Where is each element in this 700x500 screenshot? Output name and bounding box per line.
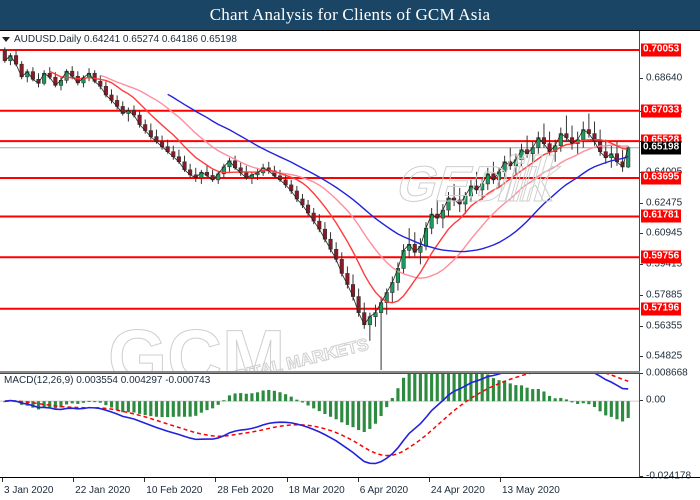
macd-line: [4, 374, 629, 465]
date-axis-label: 24 Apr 2020: [430, 485, 485, 496]
level-price-label[interactable]: 0.67033: [641, 104, 682, 118]
close-trace-line: [4, 54, 629, 326]
chart-frame: GCM ASIA CAPITAL MARKETS GEDİK AUDUSD.Da…: [0, 30, 700, 500]
macd-axis-label: 0.00: [646, 394, 666, 406]
date-axis-label: 18 Mar 2020: [288, 485, 345, 496]
date-tick: [144, 478, 146, 482]
ma-mid-line: [100, 74, 629, 279]
price-axis-label: 0.62475: [646, 197, 683, 208]
price-axis-label: 0.57885: [646, 289, 683, 301]
price-chart-canvas: [0, 47, 639, 370]
level-price-label[interactable]: 0.59756: [641, 250, 682, 264]
macd-axis-label: -0.024178: [646, 470, 692, 482]
date-tick: [428, 478, 430, 482]
date-tick: [2, 478, 3, 482]
date-axis[interactable]: 3 Jan 2020 22 Jan 2020 10 Feb 2020 28 Feb 2…: [0, 477, 700, 500]
axis-tick: [640, 233, 643, 235]
price-axis-label: 0.68640: [646, 72, 683, 84]
axis-tick: [640, 400, 643, 402]
date-axis-label: 10 Feb 2020: [146, 485, 203, 496]
price-pane[interactable]: GCM ASIA CAPITAL MARKETS GEDİK AUDUSD.Da…: [0, 31, 640, 371]
date-axis-label: 6 Apr 2020: [359, 485, 409, 496]
level-price-label[interactable]: 0.57196: [641, 302, 682, 316]
date-tick: [286, 478, 288, 482]
candlestick-series: [2, 47, 631, 370]
page-title: Chart Analysis for Clients of GCM Asia: [209, 5, 491, 24]
macd-signal-line: [4, 374, 629, 457]
current-price-label[interactable]: 0.65198: [641, 141, 682, 155]
macd-histogram: [3, 374, 630, 433]
date-axis-label: 13 May 2020: [502, 485, 560, 496]
level-price-label[interactable]: 0.70053: [641, 43, 682, 57]
date-tick: [357, 478, 359, 482]
axis-tick: [640, 78, 643, 80]
axis-tick: [640, 373, 643, 374]
price-axis-label: 0.56355: [646, 320, 683, 332]
date-tick: [500, 478, 501, 482]
macd-info-text: MACD(12,26,9) 0.003554 0.004297 -0.00074…: [4, 375, 211, 386]
date-axis-label: 22 Jan 2020: [75, 485, 131, 496]
level-price-label[interactable]: 0.63695: [641, 171, 682, 185]
title-bar: Chart Analysis for Clients of GCM Asia: [0, 0, 700, 30]
pane-divider: [0, 371, 640, 373]
date-tick: [73, 478, 75, 482]
level-price-label[interactable]: 0.61781: [641, 209, 682, 223]
date-axis-label: 3 Jan 2020: [4, 485, 54, 496]
macd-pane[interactable]: MACD(12,26,9) 0.003554 0.004297 -0.00074…: [0, 373, 640, 477]
axis-tick: [640, 202, 643, 204]
axis-tick: [640, 264, 643, 266]
symbol-info-bar[interactable]: AUDUSD.Daily 0.64241 0.65274 0.64186 0.6…: [2, 33, 237, 46]
axis-tick: [640, 476, 643, 477]
macd-axis-label: 0.008668: [646, 367, 688, 379]
axis-tick: [640, 325, 643, 327]
ma-slow-line: [167, 93, 629, 253]
date-axis-label: 28 Feb 2020: [217, 485, 274, 496]
price-axis-label: 0.54825: [646, 350, 683, 362]
price-axis-label: 0.59415: [646, 258, 683, 270]
price-axis-label: 0.60945: [646, 227, 683, 239]
axis-tick: [640, 294, 643, 296]
date-tick: [215, 478, 217, 482]
triangle-down-icon[interactable]: [2, 37, 10, 42]
ma-fast-line: [49, 70, 629, 304]
price-axis[interactable]: 0.686400.670330.655280.640050.624750.609…: [640, 31, 700, 482]
axis-tick: [640, 356, 643, 358]
symbol-info-text: AUDUSD.Daily 0.64241 0.65274 0.64186 0.6…: [14, 34, 237, 45]
macd-chart-canvas: [0, 374, 639, 465]
